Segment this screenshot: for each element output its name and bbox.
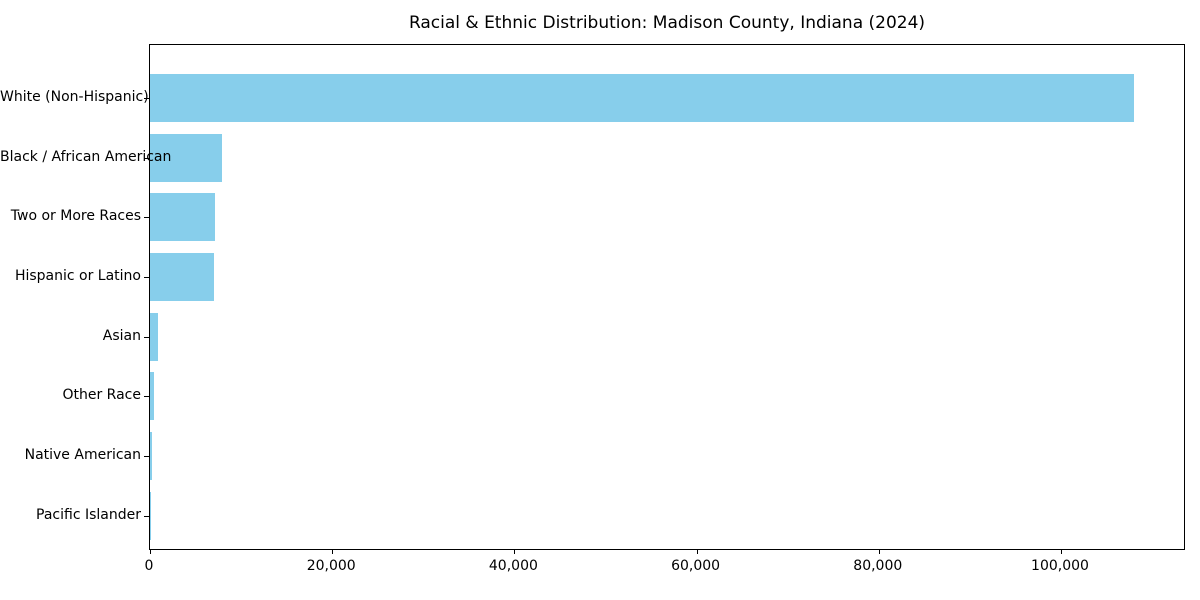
x-axis-label: 0 [144, 558, 154, 574]
y-axis-label: White (Non-Hispanic) [0, 89, 149, 105]
y-axis-tick [144, 336, 149, 338]
x-axis-tick [332, 549, 334, 554]
y-axis-tick [144, 456, 149, 458]
x-axis-label: 40,000 [488, 558, 538, 574]
bar [150, 312, 159, 361]
x-axis-label: 60,000 [671, 558, 721, 574]
plot-area [144, 44, 1185, 554]
y-axis-label: Asian [102, 327, 141, 344]
y-axis-label: Pacific Islander [36, 506, 141, 523]
bar [150, 372, 154, 421]
x-axis-tick [150, 549, 151, 554]
y-axis-tick [144, 515, 149, 517]
x-axis-tick [696, 549, 698, 554]
y-axis-tick [144, 277, 149, 278]
x-axis-tick [878, 549, 880, 554]
bar [150, 193, 215, 242]
x-axis-label: 20,000 [306, 558, 356, 574]
y-axis-label: Black / African American [0, 148, 172, 165]
x-axis-tick [1061, 549, 1062, 554]
y-axis-tick [144, 157, 149, 159]
x-axis-label: 100,000 [1031, 558, 1089, 574]
y-axis-tick [144, 396, 149, 398]
bar [150, 133, 222, 182]
y-axis-tick [144, 217, 149, 219]
x-axis-tick [514, 549, 516, 554]
chart-title: Racial & Ethnic Distribution: Madison Co… [408, 13, 926, 33]
x-axis-label: 80,000 [853, 558, 903, 574]
y-axis-label: Two or More Races [10, 208, 141, 225]
bar [150, 74, 1134, 122]
bar [150, 253, 214, 301]
bar [150, 432, 153, 481]
y-axis-label: Hispanic or Latino [14, 268, 141, 284]
y-axis-label: Native American [24, 447, 141, 464]
y-axis-tick [144, 98, 149, 99]
y-axis-label: Other Race [62, 387, 141, 404]
